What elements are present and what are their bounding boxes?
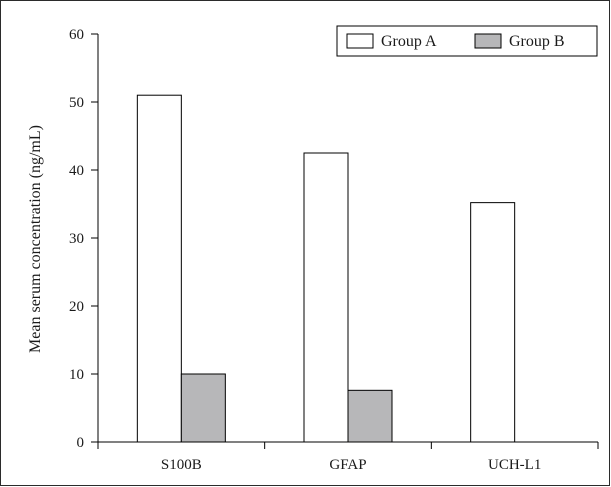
legend-label-group-a: Group A <box>381 33 437 50</box>
y-axis-title: Mean serum concentration (ng/mL) <box>27 125 44 353</box>
plot-area <box>136 94 516 443</box>
bar-gfap-group-a <box>303 152 349 443</box>
bar-gfap-group-b <box>347 389 393 443</box>
legend-label-group-b: Group B <box>509 33 565 50</box>
y-tick-label-60: 60 <box>69 27 84 43</box>
legend-box <box>336 25 598 57</box>
x-tick-label-gfap: GFAP <box>329 457 366 473</box>
legend: Group A Group B <box>336 25 598 57</box>
bar-s100b-group-a <box>136 94 182 443</box>
legend-swatch-group-b <box>474 33 502 49</box>
y-tick-label-50: 50 <box>69 95 84 111</box>
x-tick-label-s100b: S100B <box>161 457 202 473</box>
legend-swatch-group-a <box>346 33 374 49</box>
bar-s100b-group-b <box>180 373 226 443</box>
y-tick-label-40: 40 <box>69 163 84 179</box>
y-tick-label-20: 20 <box>69 299 84 315</box>
y-tick-label-0: 0 <box>77 435 85 451</box>
y-tick-label-30: 30 <box>69 231 84 247</box>
axes: 0 10 20 30 40 50 60 S100B GFAP UCH-L1 <box>69 27 599 473</box>
y-tick-label-10: 10 <box>69 367 84 383</box>
bar-uch-l1-group-a <box>470 202 516 443</box>
x-tick-label-uch-l1: UCH-L1 <box>488 457 541 473</box>
